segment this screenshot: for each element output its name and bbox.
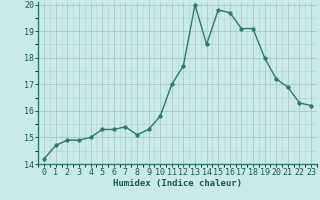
X-axis label: Humidex (Indice chaleur): Humidex (Indice chaleur) [113, 179, 242, 188]
